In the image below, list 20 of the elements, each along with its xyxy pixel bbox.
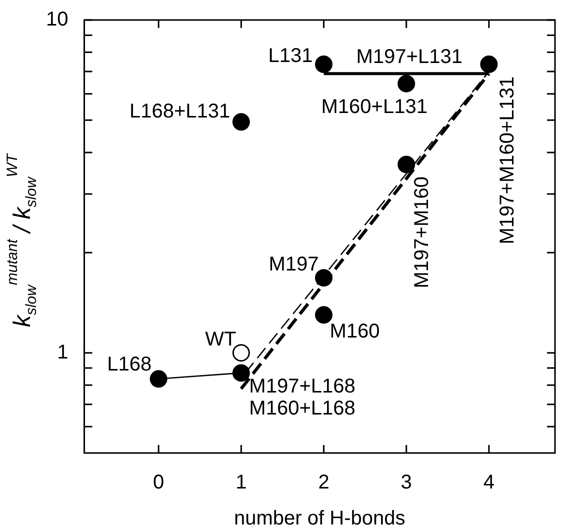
annotation: M160 [330,320,380,342]
x-tick-label: 4 [483,472,494,494]
annotation: M160+L131 [321,96,428,118]
x-tick-label: 3 [400,472,412,494]
y-tick-label: 10 [46,8,68,31]
annotation: M160+L168 [249,397,356,420]
y-axis-title: kslowmutant / kslowWT [4,152,40,328]
annotation: M197+M160 [410,176,433,288]
x-tick-label: 0 [153,472,164,494]
annotation: WT [205,328,236,350]
annotation: L168 [107,353,152,376]
annotation: M197+M160+L131 [496,76,518,244]
x-axis-title: number of H-bonds [234,508,406,530]
x-tick-label: 1 [236,472,247,494]
annotation: L168+L131 [129,100,230,122]
annotation: M197+L131 [356,46,462,68]
annotation: M197+L168 [249,375,356,398]
annotation: L131 [268,44,313,67]
x-tick-label: 2 [318,472,330,494]
annotation: M197 [268,253,319,276]
